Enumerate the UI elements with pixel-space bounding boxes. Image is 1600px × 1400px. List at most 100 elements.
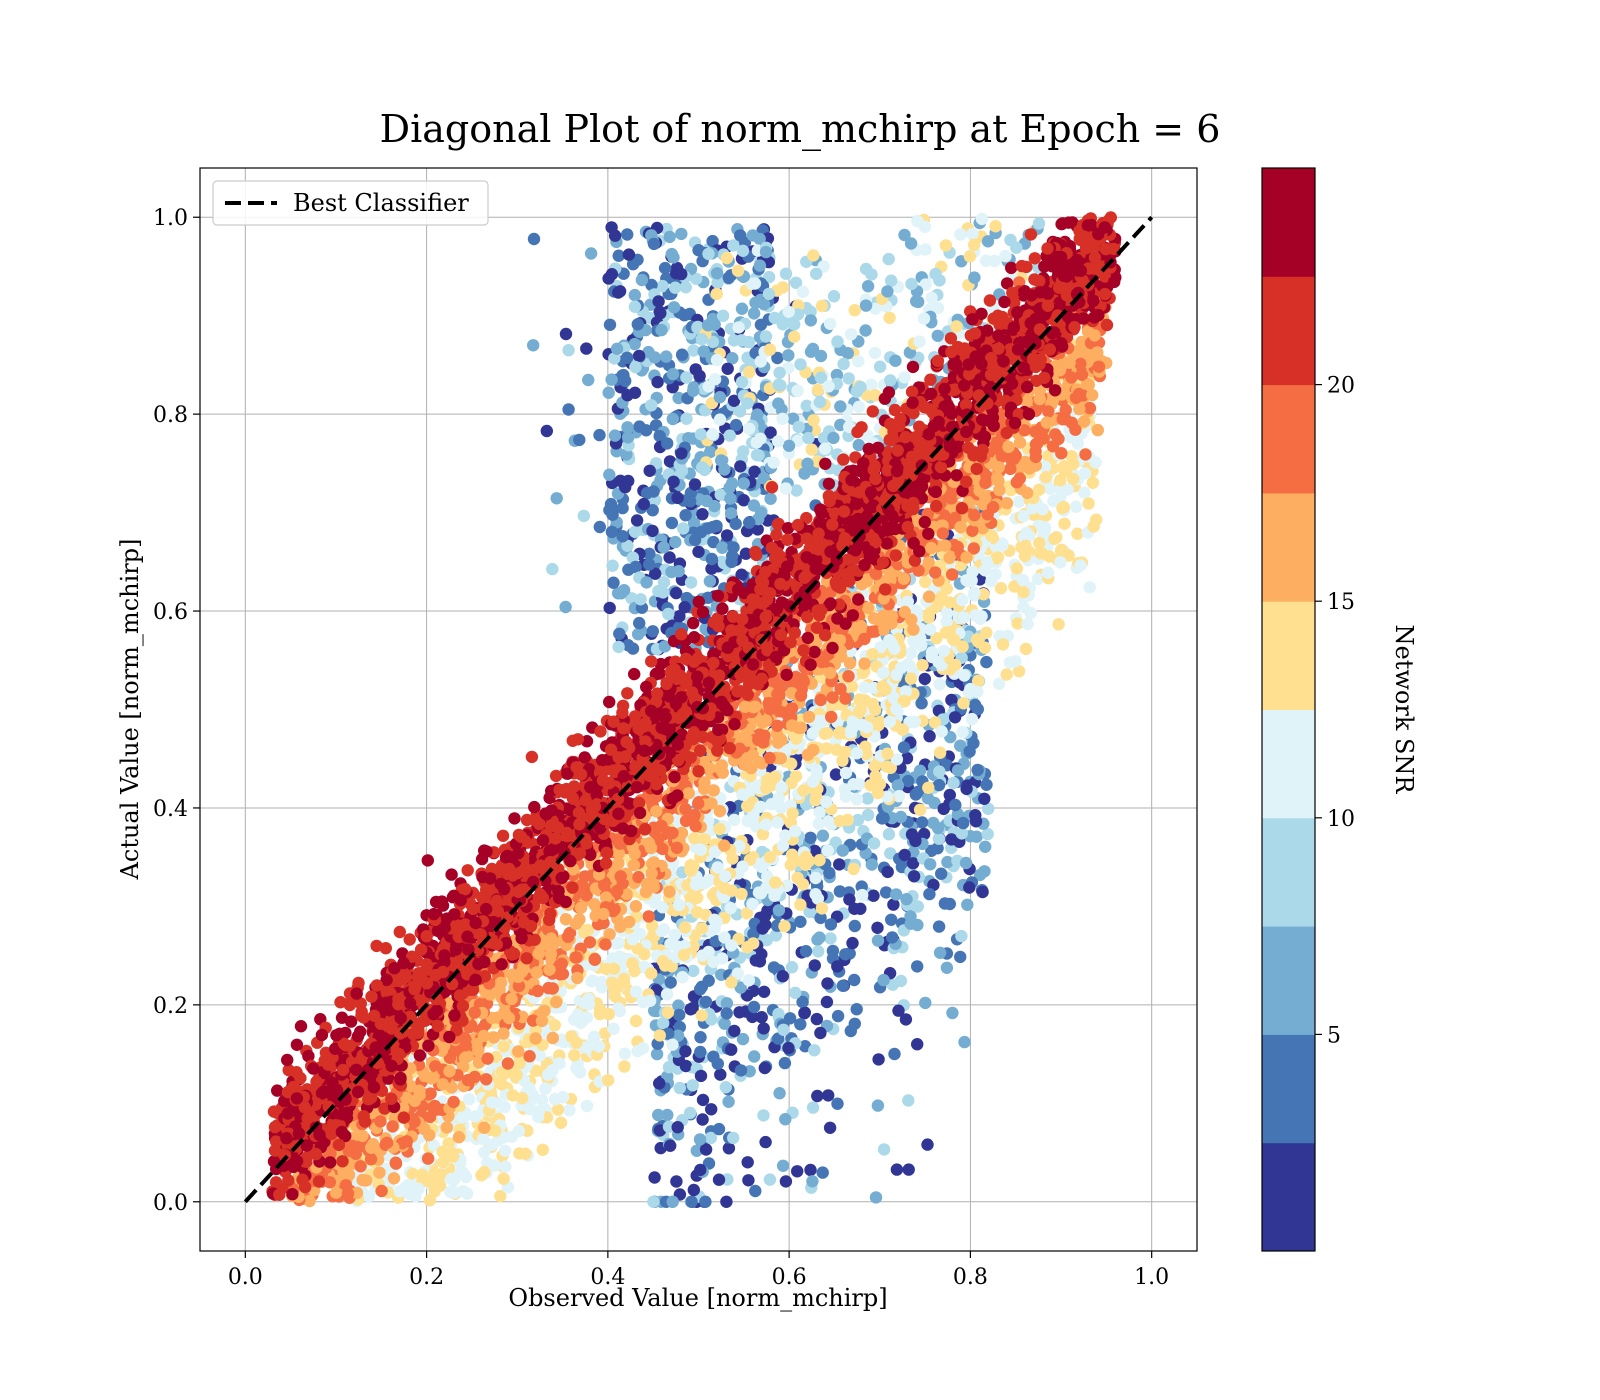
scatter-point [933, 946, 947, 959]
scatter-point [907, 870, 921, 883]
scatter-point [1036, 503, 1049, 516]
scatter-point [1050, 531, 1063, 544]
scatter-point [955, 929, 968, 943]
scatter-point [968, 508, 981, 522]
scatter-point [675, 464, 689, 478]
scatter-point [647, 237, 661, 251]
scatter-point [933, 678, 946, 691]
scatter-point [757, 298, 771, 311]
scatter-point [868, 346, 882, 360]
scatter-point [1019, 642, 1033, 656]
scatter-point [900, 893, 913, 906]
scatter-point [813, 395, 827, 409]
scatter-point [961, 898, 974, 911]
scatter-point [602, 272, 615, 285]
scatter-point [554, 1116, 568, 1130]
plot-area: 0.0 0.2 0.4 0.6 0.8 1.0 0.00.20.40.60.81.0 [153, 167, 1198, 1290]
scatter-point [678, 921, 692, 934]
scatter-point [421, 1152, 435, 1165]
scatter-point [400, 1135, 413, 1148]
scatter-point [852, 355, 865, 368]
scatter-point [643, 464, 656, 477]
scatter-point [771, 719, 784, 732]
scatter-point [621, 431, 635, 444]
scatter-point [1078, 415, 1091, 428]
scatter-point [816, 829, 830, 842]
scatter-point [789, 986, 802, 999]
scatter-point [676, 971, 689, 984]
scatter-point [1046, 440, 1060, 453]
scatter-point [736, 860, 749, 873]
scatter-point [1007, 452, 1020, 466]
scatter-point [661, 437, 674, 450]
scatter-point [827, 431, 840, 445]
scatter-point [645, 967, 658, 980]
scatter-point [612, 249, 625, 262]
scatter-point [527, 232, 541, 246]
scatter-point [846, 936, 859, 950]
scatter-point [621, 539, 634, 552]
scatter-point [649, 567, 662, 580]
scatter-point [833, 885, 847, 898]
scatter-point [735, 302, 749, 315]
scatter-point [1086, 476, 1100, 489]
scatter-point [839, 948, 852, 961]
scatter-point [629, 1014, 643, 1028]
scatter-point [599, 938, 612, 951]
scatter-point [769, 929, 782, 942]
scatter-point [720, 251, 734, 265]
scatter-point [697, 782, 711, 795]
scatter-point [723, 481, 736, 494]
scatter-point [737, 445, 750, 458]
scatter-point [663, 885, 676, 898]
scatter-point [957, 697, 970, 710]
scatter-point [909, 788, 922, 801]
scatter-point [871, 1099, 885, 1112]
scatter-point [982, 802, 995, 815]
scatter-point [642, 345, 655, 359]
scatter-point [607, 962, 621, 975]
scatter-point [653, 1077, 666, 1090]
scatter-point [389, 1156, 402, 1169]
scatter-point [642, 910, 655, 923]
scatter-point [716, 541, 729, 554]
scatter-point [881, 865, 894, 879]
scatter-point [892, 1004, 905, 1017]
scatter-point [767, 961, 781, 974]
scatter-point [759, 1135, 772, 1149]
scatter-point [1040, 416, 1054, 429]
scatter-point [890, 888, 903, 901]
scatter-point [701, 319, 715, 332]
scatter-point [577, 509, 590, 523]
scatter-point [759, 330, 773, 343]
scatter-point [818, 442, 832, 455]
scatter-point [1029, 438, 1043, 451]
scatter-point [580, 1099, 594, 1113]
scatter-point [633, 616, 646, 630]
scatter-point [737, 477, 750, 490]
scatter-point [1083, 581, 1096, 594]
scatter-point [1082, 378, 1096, 391]
scatter-point [527, 339, 540, 352]
scatter-point [820, 995, 834, 1009]
scatter-point [689, 819, 702, 833]
scatter-point [946, 568, 959, 581]
scatter-point [905, 277, 918, 291]
scatter-point [801, 457, 814, 470]
scatter-point [662, 607, 675, 621]
scatter-point [734, 229, 747, 242]
scatter-point [1052, 618, 1065, 631]
scatter-point [858, 657, 871, 670]
scatter-point [844, 726, 857, 739]
scatter-point [754, 800, 767, 813]
scatter-point [666, 1038, 679, 1051]
scatter-point [747, 927, 760, 941]
scatter-point [769, 876, 782, 889]
scatter-point [399, 1181, 412, 1194]
scatter-point [629, 900, 643, 913]
scatter-point [380, 1136, 394, 1150]
scatter-point [694, 525, 708, 539]
scatter-point [568, 1049, 581, 1062]
scatter-point [823, 866, 836, 880]
scatter-point [929, 566, 942, 579]
